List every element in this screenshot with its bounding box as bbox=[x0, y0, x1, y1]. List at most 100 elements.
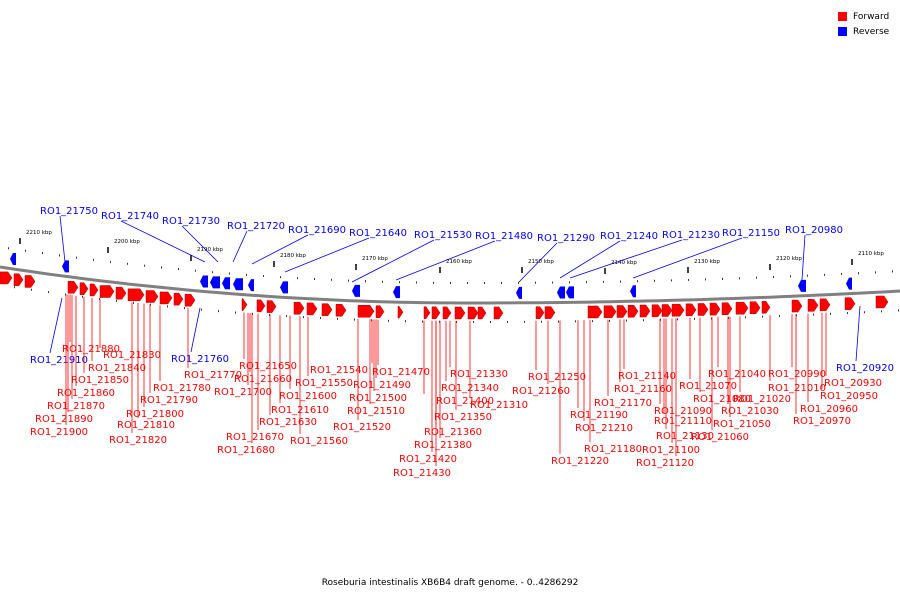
scale-tick-label: 2120 kbp bbox=[776, 256, 802, 262]
forward-gene-label: RO1_21310 bbox=[470, 400, 528, 411]
reverse-leader-line bbox=[190, 307, 201, 353]
forward-gene-arrow bbox=[184, 293, 196, 307]
forward-gene-label: RO1_20960 bbox=[800, 404, 858, 415]
reverse-gene-arrow bbox=[222, 277, 230, 290]
forward-gene-arrow bbox=[266, 300, 277, 313]
minor-tick bbox=[507, 320, 508, 323]
minor-tick bbox=[422, 320, 423, 323]
minor-tick bbox=[501, 281, 502, 284]
minor-tick bbox=[405, 320, 406, 323]
forward-gene-arrow bbox=[791, 299, 803, 313]
forward-gene-arrow bbox=[844, 297, 856, 310]
forward-gene-arrow bbox=[423, 306, 431, 319]
forward-gene-arrow bbox=[477, 306, 487, 320]
minor-tick bbox=[637, 280, 638, 283]
minor-tick bbox=[252, 312, 253, 315]
minor-tick bbox=[8, 247, 9, 250]
minor-tick bbox=[484, 281, 485, 284]
legend-item-forward: Forward bbox=[838, 9, 889, 24]
minor-tick bbox=[875, 271, 876, 274]
forward-gene-label: RO1_21140 bbox=[618, 371, 676, 382]
forward-gene-arrow bbox=[875, 295, 889, 309]
forward-gene-label: RO1_21500 bbox=[349, 393, 407, 404]
minor-tick bbox=[337, 317, 338, 320]
legend: Forward Reverse bbox=[838, 9, 889, 39]
minor-tick bbox=[790, 275, 791, 278]
minor-tick bbox=[25, 249, 26, 252]
forward-gene-label: RO1_21190 bbox=[570, 410, 628, 421]
forward-gene-arrow bbox=[749, 301, 761, 314]
reverse-gene-label: RO1_21750 bbox=[40, 206, 98, 217]
forward-gene-label: RO1_21660 bbox=[234, 374, 292, 385]
minor-tick bbox=[450, 281, 451, 284]
forward-gene-label: RO1_21400 bbox=[436, 396, 494, 407]
reverse-gene-label: RO1_21740 bbox=[101, 211, 159, 222]
reverse-gene-label: RO1_20920 bbox=[836, 363, 894, 374]
minor-tick bbox=[813, 313, 814, 316]
scale-tick-label: 2210 kbp bbox=[26, 230, 52, 236]
reverse-leader-line bbox=[251, 234, 309, 265]
minor-tick bbox=[705, 278, 706, 281]
minor-tick bbox=[524, 320, 525, 323]
forward-gene-label: RO1_21700 bbox=[214, 387, 272, 398]
scale-tick-label: 2180 kbp bbox=[280, 253, 306, 259]
minor-tick bbox=[807, 274, 808, 277]
forward-gene-label: RO1_21260 bbox=[512, 386, 570, 397]
minor-tick bbox=[864, 311, 865, 314]
minor-tick bbox=[42, 252, 43, 255]
minor-tick bbox=[552, 281, 553, 284]
reverse-leader-line bbox=[569, 239, 683, 279]
forward-gene-arrow bbox=[735, 301, 749, 315]
minor-tick bbox=[603, 280, 604, 283]
forward-gene-label: RO1_21090 bbox=[654, 406, 712, 417]
minor-tick bbox=[201, 308, 202, 311]
genome-caption: Roseburia intestinalis XB6B4 draft genom… bbox=[321, 578, 579, 588]
forward-gene-arrow bbox=[671, 303, 685, 317]
forward-gene-arrow bbox=[819, 298, 831, 312]
forward-gene-arrow bbox=[807, 299, 819, 312]
minor-tick bbox=[286, 315, 287, 318]
forward-gene-label: RO1_21850 bbox=[71, 375, 129, 386]
forward-gene-arrow bbox=[375, 305, 385, 318]
forward-gene-arrow bbox=[431, 306, 441, 320]
minor-tick bbox=[269, 314, 270, 317]
minor-tick bbox=[711, 317, 712, 320]
minor-tick bbox=[779, 315, 780, 318]
minor-tick bbox=[371, 319, 372, 322]
reverse-leader-line bbox=[801, 234, 806, 281]
forward-gene-label: RO1_21810 bbox=[117, 420, 175, 431]
forward-gene-arrow bbox=[721, 302, 733, 315]
minor-tick bbox=[518, 281, 519, 284]
minor-tick bbox=[575, 320, 576, 323]
minor-tick bbox=[195, 269, 196, 272]
minor-tick bbox=[348, 279, 349, 282]
forward-gene-label: RO1_21470 bbox=[372, 367, 430, 378]
reverse-gene-label: RO1_21760 bbox=[171, 354, 229, 365]
minor-tick bbox=[467, 281, 468, 284]
reverse-leader-line bbox=[632, 237, 743, 279]
forward-gene-label: RO1_21050 bbox=[713, 419, 771, 430]
reverse-gene-label: RO1_21480 bbox=[475, 231, 533, 242]
minor-tick bbox=[609, 319, 610, 322]
minor-tick bbox=[297, 277, 298, 280]
reverse-leader-line bbox=[284, 237, 370, 273]
minor-tick bbox=[320, 317, 321, 320]
forward-gene-arrow bbox=[99, 285, 115, 298]
forward-gene-arrow bbox=[603, 305, 617, 318]
minor-tick bbox=[31, 288, 32, 291]
forward-gene-label: RO1_21860 bbox=[57, 388, 115, 399]
minor-tick bbox=[416, 281, 417, 284]
scale-tick-label: 2150 kbp bbox=[528, 259, 554, 265]
forward-gene-label: RO1_21800 bbox=[126, 409, 184, 420]
reverse-leader-line bbox=[181, 225, 219, 263]
reverse-gene-arrow bbox=[10, 252, 16, 265]
minor-tick bbox=[14, 286, 15, 289]
reverse-gene-label: RO1_21240 bbox=[600, 231, 658, 242]
reverse-gene-label: RO1_21720 bbox=[227, 221, 285, 232]
minor-tick bbox=[218, 310, 219, 313]
reverse-gene-arrow bbox=[846, 277, 852, 290]
forward-gene-label: RO1_21840 bbox=[88, 363, 146, 374]
minor-tick bbox=[490, 320, 491, 323]
forward-gene-arrow bbox=[115, 286, 127, 300]
minor-tick bbox=[654, 279, 655, 282]
